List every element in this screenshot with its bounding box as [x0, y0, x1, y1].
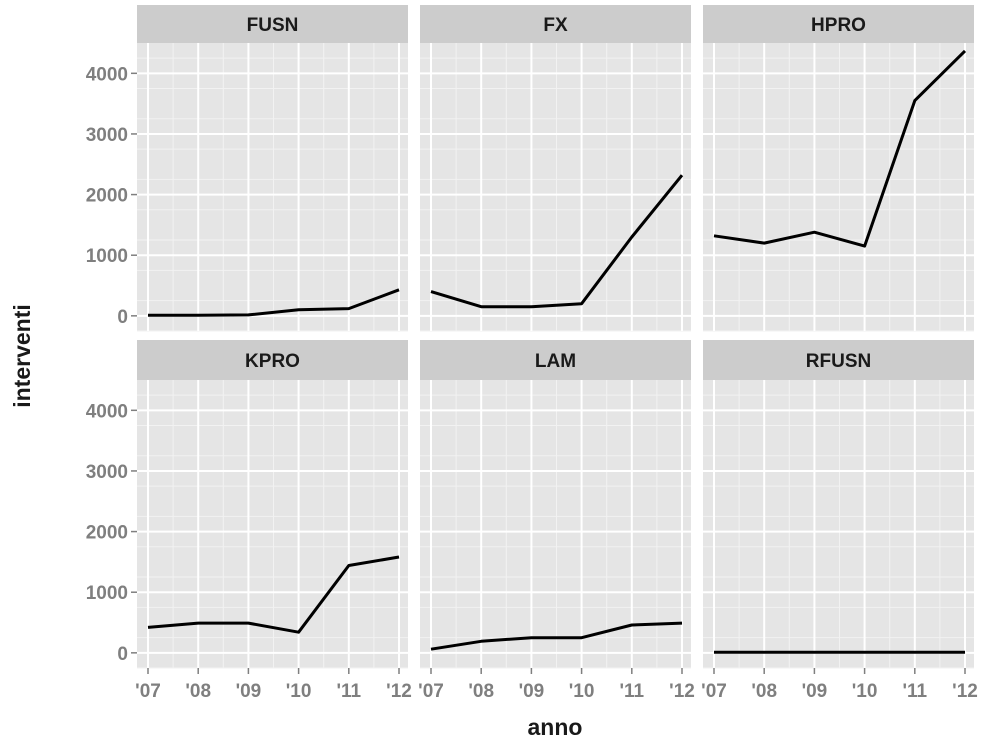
x-axis-title: anno [528, 714, 583, 740]
x-tick-label: '12 [952, 681, 978, 702]
facet-strip-label: RFUSN [806, 351, 871, 372]
facet-strip-label: FX [543, 15, 568, 36]
y-tick-label: 1000 [86, 583, 128, 604]
facet-strip-label: KPRO [245, 351, 300, 372]
facet-panel-kpro: KPRO 0 1000 2000 3000 4000 '07 '08 '09 '10 '11 '12 [86, 340, 412, 702]
y-tick-label: 4000 [86, 401, 128, 422]
facet-panel-fusn: FUSN 0 1000 2000 3000 4000 [86, 5, 408, 331]
panel-background [137, 43, 408, 331]
facet-panel-rfusn: RFUSN '07 '08 '09 '10 '11 '12 [701, 340, 978, 702]
y-tick-label: 1000 [86, 246, 128, 267]
y-tick-label: 0 [117, 307, 128, 328]
panel-background [703, 43, 974, 331]
x-tick-label: '11 [619, 681, 644, 702]
y-tick-label: 4000 [86, 64, 128, 85]
x-tick-label: '11 [336, 681, 361, 702]
x-tick-label: '10 [569, 681, 595, 702]
y-tick-label: 3000 [86, 125, 128, 146]
facet-panel-fx: FX [420, 5, 691, 331]
x-tick-label: '09 [802, 681, 828, 702]
y-tick-label: 0 [117, 644, 128, 665]
panel-background [703, 380, 974, 668]
y-tick-label: 3000 [86, 462, 128, 483]
y-tick-label: 2000 [86, 186, 128, 207]
x-tick-label: '08 [185, 681, 211, 702]
x-tick-label: '11 [902, 681, 927, 702]
facet-strip-label: HPRO [811, 15, 866, 36]
facet-strip-label: FUSN [247, 15, 299, 36]
x-tick-label: '12 [386, 681, 412, 702]
x-tick-label: '07 [418, 681, 444, 702]
x-tick-label: '09 [236, 681, 262, 702]
x-tick-label: '08 [751, 681, 777, 702]
facet-panel-lam: LAM '07 '08 '09 '10 '11 '12 [418, 340, 695, 702]
x-tick-label: '12 [669, 681, 695, 702]
x-tick-label: '08 [468, 681, 494, 702]
x-tick-label: '09 [519, 681, 545, 702]
facet-strip-label: LAM [535, 351, 576, 372]
panel-background [420, 43, 691, 331]
x-tick-label: '10 [852, 681, 878, 702]
y-axis-title: interventi [9, 304, 35, 408]
x-tick-label: '07 [701, 681, 727, 702]
x-tick-label: '07 [135, 681, 161, 702]
y-tick-label: 2000 [86, 523, 128, 544]
x-tick-label: '10 [286, 681, 312, 702]
facet-panel-hpro: HPRO [703, 5, 974, 331]
